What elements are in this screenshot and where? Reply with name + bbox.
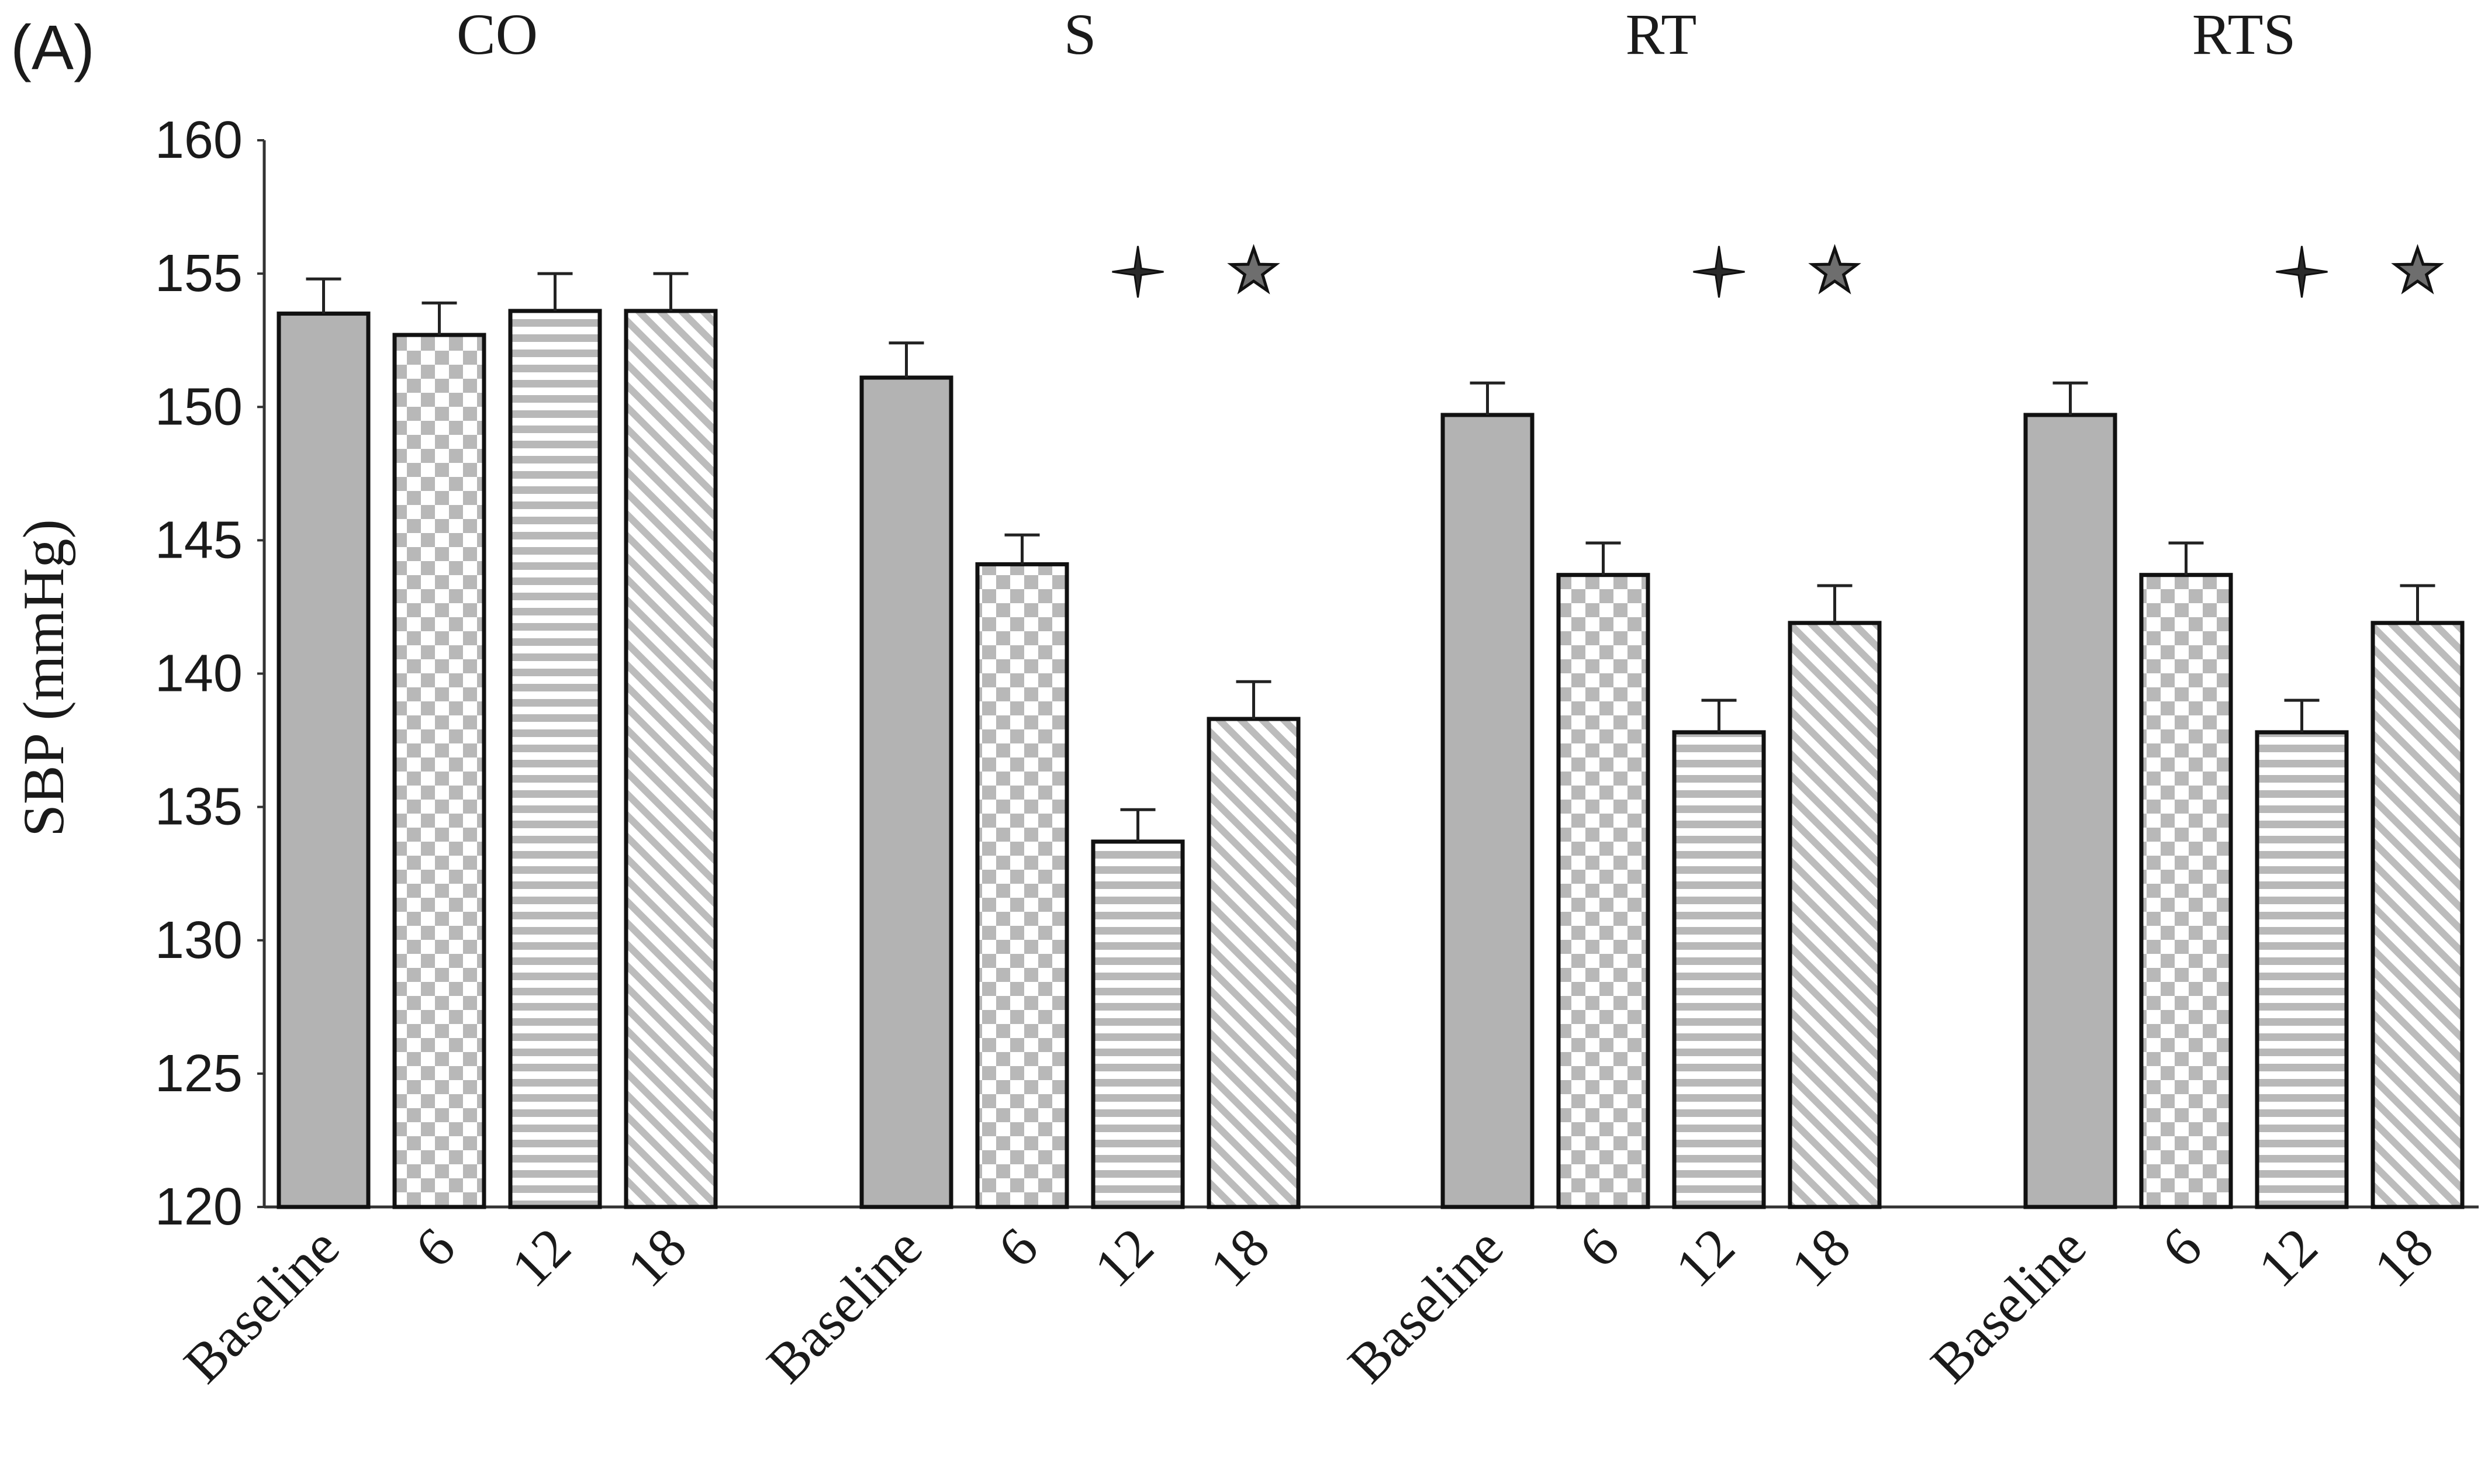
x-tick-label: 18: [1198, 1216, 1281, 1299]
x-tick-label: 12: [1663, 1216, 1746, 1299]
cross-star-marker: [2276, 245, 2328, 298]
y-tick-label: 130: [155, 911, 243, 970]
bar: [1207, 717, 1301, 1209]
group-title: RT: [1626, 2, 1697, 67]
y-tick-labels: 120 125 130 135 140 145 150 155 160: [155, 111, 264, 1236]
cross-star-marker: [1112, 245, 1164, 298]
y-axis-label: SBP (mmHg): [11, 519, 76, 837]
bar: [859, 375, 953, 1209]
y-tick-label: 155: [155, 244, 243, 303]
x-tick-label: Baseline: [1919, 1216, 2097, 1395]
group-title: S: [1064, 2, 1097, 67]
x-tick-label: 12: [499, 1216, 582, 1299]
y-tick-label: 150: [155, 378, 243, 436]
y-tick-label: 160: [155, 111, 243, 169]
star-marker: [2391, 244, 2444, 295]
x-tick-labels: Baseline 6 12 18 Baseline 6 12 18 Baseline 6 12 18 B…: [172, 1216, 2445, 1395]
bar: [975, 562, 1069, 1209]
x-tick-label: 6: [1567, 1216, 1631, 1279]
x-tick-label: 6: [403, 1216, 467, 1279]
x-tick-label: 12: [1082, 1216, 1165, 1299]
group-title: RTS: [2192, 2, 2296, 67]
y-tick-label: 145: [155, 511, 243, 569]
x-tick-label: Baseline: [172, 1216, 351, 1395]
bar: [2255, 730, 2349, 1209]
significance-markers: [1112, 244, 2444, 298]
panel-label: (A): [11, 12, 95, 82]
group-titles: CO S RT RTS: [457, 2, 2296, 67]
bar: [1440, 413, 1535, 1209]
error-bars-layer: [306, 272, 2435, 842]
y-tick-label: 120: [155, 1178, 243, 1236]
y-tick-label: 135: [155, 778, 243, 836]
x-tick-label: 18: [2362, 1216, 2445, 1299]
bar: [1788, 621, 1882, 1209]
bar: [1091, 839, 1185, 1209]
bar: [624, 309, 718, 1209]
bar: [2139, 573, 2233, 1209]
bar: [1556, 573, 1650, 1209]
bar: [508, 309, 602, 1209]
star-marker: [1227, 244, 1280, 295]
star-marker: [1808, 244, 1861, 295]
x-tick-label: Baseline: [1336, 1216, 1515, 1395]
bar: [277, 312, 371, 1209]
bars-layer: [277, 309, 2465, 1209]
x-tick-label: 6: [986, 1216, 1050, 1279]
x-tick-label: Baseline: [755, 1216, 934, 1395]
bar: [2023, 413, 2117, 1209]
bar: [1672, 730, 1766, 1209]
x-tick-label: 12: [2246, 1216, 2329, 1299]
x-tick-label: 18: [1779, 1216, 1862, 1299]
y-tick-label: 140: [155, 645, 243, 703]
bar: [2370, 621, 2465, 1209]
x-tick-label: 6: [2150, 1216, 2214, 1279]
bar: [392, 333, 486, 1209]
cross-star-marker: [1693, 245, 1745, 298]
y-tick-label: 125: [155, 1044, 243, 1103]
x-tick-label: 18: [615, 1216, 698, 1299]
group-title: CO: [457, 2, 538, 67]
